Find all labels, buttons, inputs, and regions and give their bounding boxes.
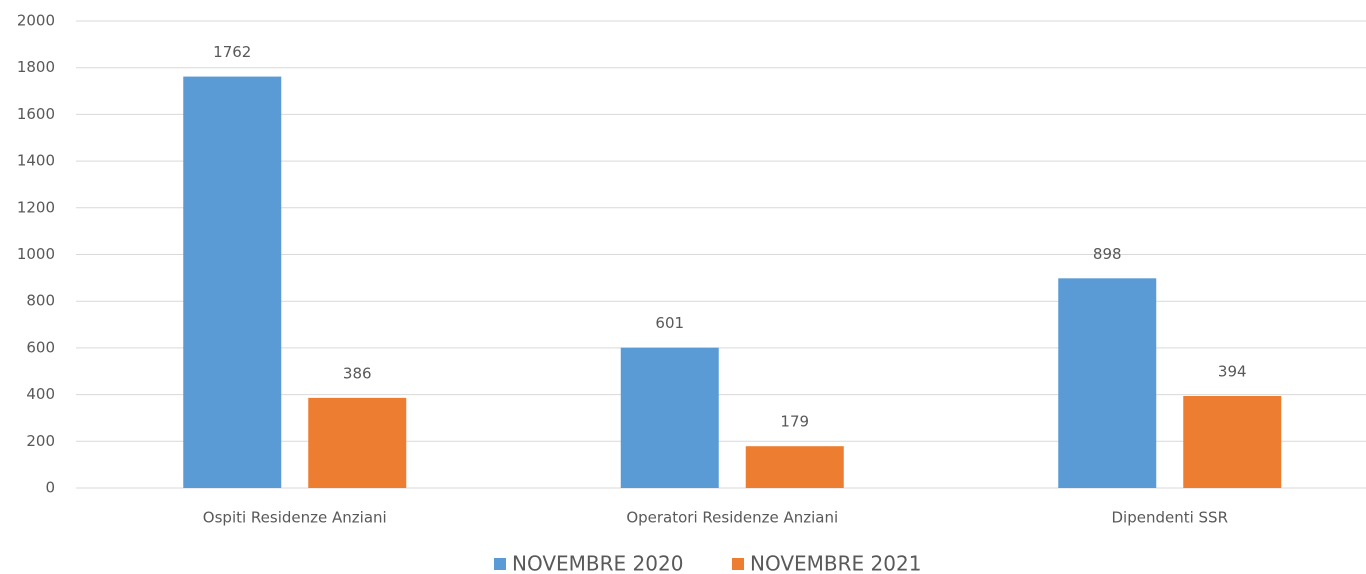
legend-label: NOVEMBRE 2021: [750, 552, 921, 574]
data-label: 1762: [213, 43, 251, 61]
legend-label: NOVEMBRE 2020: [512, 552, 683, 574]
data-label: 386: [343, 364, 372, 382]
data-label: 601: [655, 314, 684, 332]
y-tick-label: 800: [26, 292, 55, 310]
legend-swatch: [494, 558, 506, 570]
y-tick-label: 1400: [17, 152, 55, 170]
bar: [1058, 278, 1157, 488]
x-tick-label: Ospiti Residenze Anziani: [203, 509, 387, 527]
x-tick-label: Dipendenti SSR: [1111, 509, 1228, 527]
y-tick-label: 1600: [17, 105, 55, 123]
y-tick-label: 400: [26, 385, 55, 403]
y-tick-label: 600: [26, 338, 55, 356]
bar: [1183, 396, 1282, 488]
legend-swatch: [732, 558, 744, 570]
y-tick-label: 1200: [17, 198, 55, 216]
y-tick-label: 1000: [17, 245, 55, 263]
y-tick-label: 0: [45, 479, 55, 497]
x-tick-label: Operatori Residenze Anziani: [626, 509, 838, 527]
y-tick-label: 2000: [17, 12, 55, 30]
data-label: 179: [780, 413, 809, 431]
bar: [183, 76, 282, 488]
data-label: 898: [1093, 245, 1122, 263]
y-tick-label: 1800: [17, 58, 55, 76]
bar: [308, 397, 407, 488]
bar: [620, 347, 719, 488]
bar: [745, 446, 844, 488]
data-label: 394: [1218, 363, 1247, 381]
y-tick-label: 200: [26, 432, 55, 450]
